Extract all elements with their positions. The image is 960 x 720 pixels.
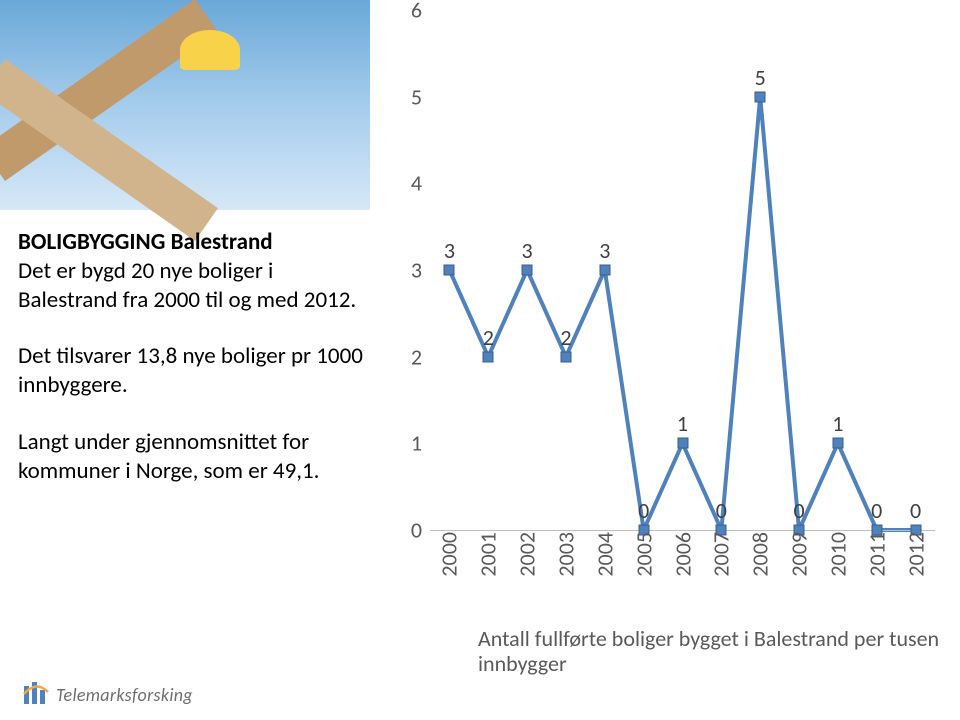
chart-data-label: 0 (793, 497, 804, 524)
chart-xtick: 2007 (708, 532, 735, 577)
chart-data-label: 2 (560, 324, 571, 351)
text-column: BOLIGBYGGING Balestrand Det er bygd 20 n… (18, 228, 370, 513)
chart-ytick: 1 (411, 430, 422, 457)
chart-data-label: 5 (755, 64, 766, 91)
chart-data-label: 3 (522, 237, 533, 264)
chart-marker (599, 265, 610, 276)
chart-area: 01234563232301050100 2000200120022003200… (385, 10, 945, 640)
chart-xtick: 2008 (747, 532, 774, 577)
paragraph-3: Langt under gjennomsnittet for kommuner … (18, 428, 370, 486)
chart-x-labels: 2000 2001 2002 2003 2004 2005 2006 2007 2008 2009… (430, 532, 935, 622)
chart-marker (444, 265, 455, 276)
chart-data-label: 1 (677, 410, 688, 437)
chart-marker (677, 438, 688, 449)
chart-xtick: 2010 (824, 532, 851, 577)
chart-data-label: 2 (483, 324, 494, 351)
chart-data-label: 0 (871, 497, 882, 524)
chart-data-label: 0 (638, 497, 649, 524)
chart-caption: Antall fullførte boliger bygget i Balest… (478, 626, 948, 677)
slide-title: BOLIGBYGGING Balestrand (18, 228, 273, 256)
chart-data-label: 0 (910, 497, 921, 524)
chart-marker (560, 351, 571, 362)
chart-xtick: 2012 (902, 532, 929, 577)
chart-marker (522, 265, 533, 276)
logo-text: Telemarksforsking (56, 684, 193, 706)
chart-ytick: 0 (411, 517, 422, 544)
logo-icon (22, 682, 50, 708)
chart-xtick: 2003 (552, 532, 579, 577)
chart-xtick: 2009 (786, 532, 813, 577)
chart-marker (483, 351, 494, 362)
chart-data-label: 3 (599, 237, 610, 264)
para1-body: Det er bygd 20 nye boliger i Balestrand … (18, 257, 356, 314)
chart-marker (755, 91, 766, 102)
chart-xtick: 2002 (514, 532, 541, 577)
chart-ytick: 2 (411, 343, 422, 370)
chart-ytick: 6 (411, 0, 422, 24)
chart-baseline (430, 530, 935, 531)
chart-ytick: 4 (411, 170, 422, 197)
chart-data-label: 3 (444, 237, 455, 264)
chart-xtick: 2011 (863, 532, 890, 577)
brand-logo: Telemarksforsking (22, 682, 193, 708)
header-photo (0, 0, 370, 210)
chart-xtick: 2004 (591, 532, 618, 577)
slide-root: BOLIGBYGGING Balestrand Det er bygd 20 n… (0, 0, 960, 720)
chart-plot: 01234563232301050100 (430, 10, 935, 530)
chart-ytick: 3 (411, 257, 422, 284)
paragraph-1: BOLIGBYGGING Balestrand Det er bygd 20 n… (18, 228, 370, 314)
paragraph-2: Det tilsvarer 13,8 nye boliger pr 1000 i… (18, 342, 370, 400)
chart-ytick: 5 (411, 83, 422, 110)
chart-data-label: 0 (716, 497, 727, 524)
chart-series-line (449, 97, 915, 530)
chart-xtick: 2000 (436, 532, 463, 577)
chart-xtick: 2005 (630, 532, 657, 577)
chart-data-label: 1 (832, 410, 843, 437)
chart-xtick: 2001 (475, 532, 502, 577)
chart-xtick: 2006 (669, 532, 696, 577)
chart-marker (832, 438, 843, 449)
chart-line-svg (430, 10, 935, 530)
photo-hardhat (180, 30, 240, 70)
